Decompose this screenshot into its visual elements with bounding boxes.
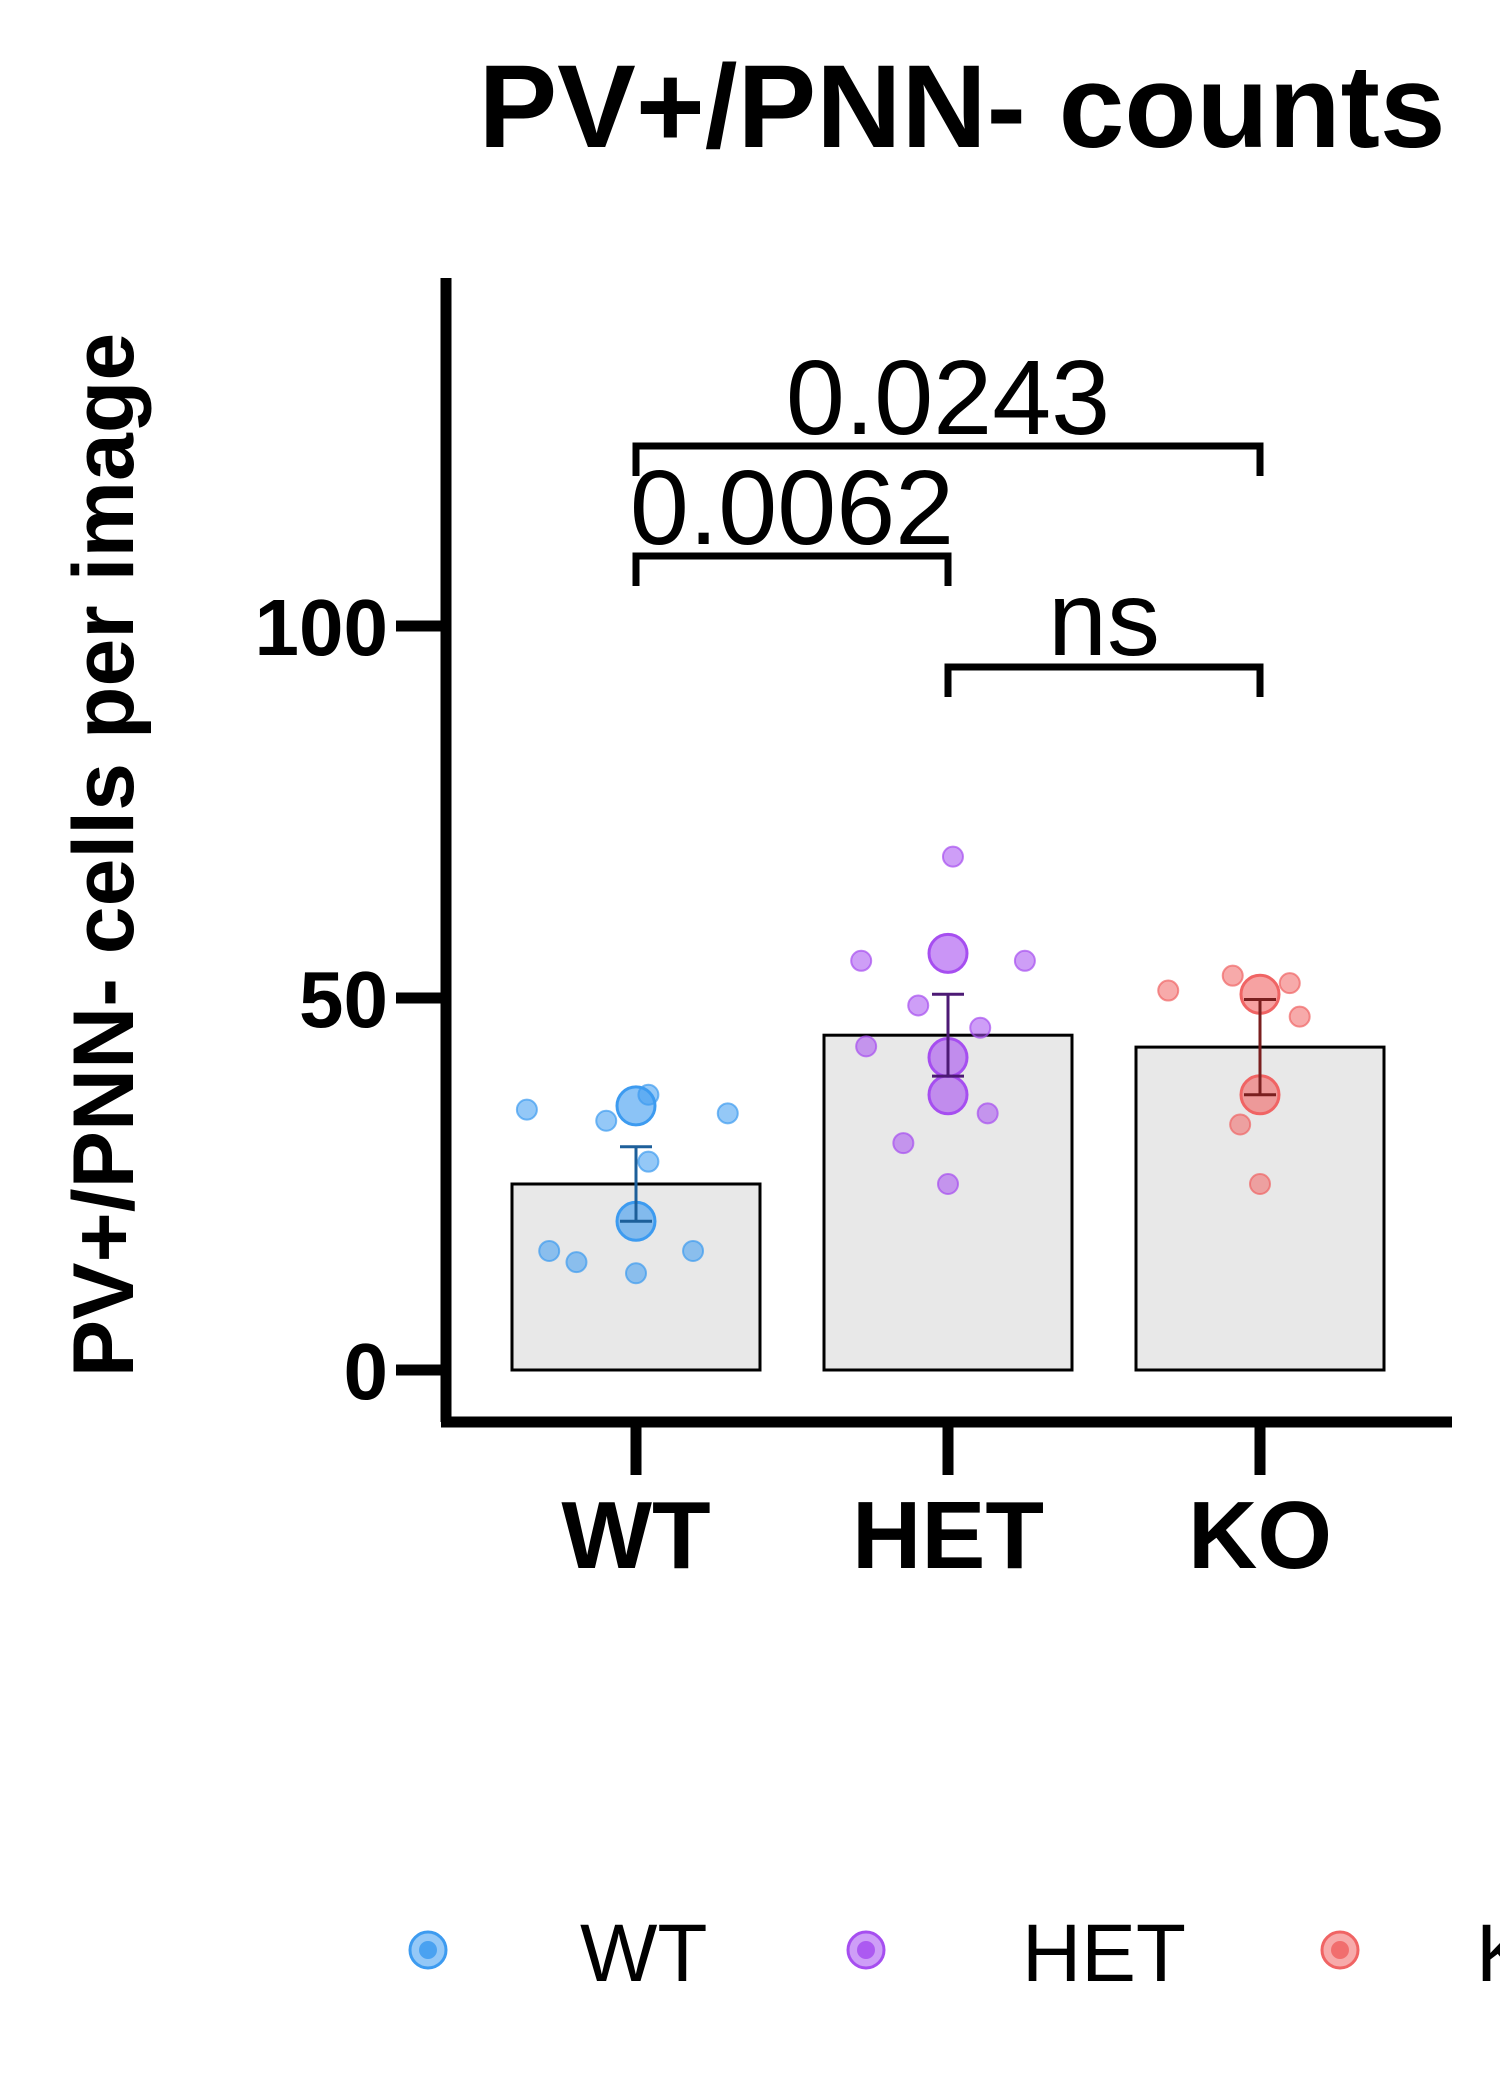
data-point-ko: [1249, 1173, 1271, 1195]
data-point-wt: [637, 1150, 660, 1173]
data-point-het: [892, 1132, 915, 1155]
data-point-het: [937, 1173, 959, 1195]
data-point-het: [855, 1035, 878, 1058]
data-point-het: [969, 1016, 992, 1039]
data-point-het: [1013, 949, 1036, 972]
x-tick-label: WT: [561, 1482, 710, 1589]
significance-bracket: [944, 663, 1264, 697]
data-point-wt: [538, 1239, 561, 1262]
data-point-ko: [1229, 1113, 1252, 1136]
data-point-wt: [595, 1109, 618, 1132]
animal-mean-het: [927, 932, 969, 974]
data-point-het: [907, 994, 930, 1017]
legend-key-inner: [1331, 1941, 1349, 1959]
legend-key-inner: [857, 1941, 875, 1959]
significance-bracket: [632, 552, 952, 586]
legend-label: K: [1476, 1908, 1500, 1999]
animal-mean-wt: [615, 1085, 657, 1127]
significance-label: ns: [1048, 560, 1160, 678]
data-point-ko: [1288, 1005, 1311, 1028]
significance-label: 0.0243: [786, 339, 1110, 457]
legend: WT HET K: [408, 1908, 1500, 1999]
animal-mean-het: [927, 1074, 969, 1116]
chart-title: PV+/PNN- counts: [478, 41, 1445, 173]
legend-label: HET: [1022, 1908, 1186, 1999]
data-point-ko: [1157, 979, 1180, 1002]
data-point-wt: [716, 1102, 739, 1125]
legend-key-inner: [419, 1941, 437, 1959]
data-point-ko: [1221, 964, 1244, 987]
data-point-wt: [682, 1239, 705, 1262]
data-point-wt: [515, 1098, 538, 1121]
significance-bracket: [632, 442, 1264, 476]
significance-label: 0.0062: [630, 449, 954, 567]
y-tick-label: 50: [299, 955, 388, 1044]
y-tick-label: 100: [255, 583, 388, 672]
x-tick-label: KO: [1188, 1482, 1332, 1589]
legend-label: WT: [580, 1908, 707, 1999]
y-axis-label: PV+/PNN- cells per image: [56, 333, 152, 1377]
x-tick-label: HET: [852, 1482, 1044, 1589]
data-point-het: [850, 949, 873, 972]
data-point-wt: [625, 1262, 647, 1285]
data-point-het: [941, 845, 964, 868]
data-point-wt: [565, 1251, 588, 1274]
y-tick-label: 0: [344, 1327, 389, 1416]
data-point-het: [976, 1102, 999, 1125]
data-point-ko: [1278, 972, 1301, 995]
